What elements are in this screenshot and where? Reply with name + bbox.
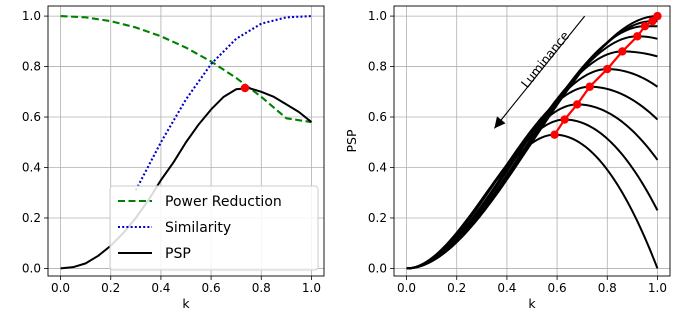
y-tick-label: 1.0	[22, 9, 41, 23]
series-similarity-line	[134, 15, 312, 191]
legend-label: Power Reduction	[165, 194, 282, 210]
y-tick-label: 0.2	[368, 211, 387, 225]
x-tick-label: 0.6	[548, 281, 567, 295]
x-tick-label: 0.8	[252, 281, 271, 295]
x-tick-label: 0.4	[497, 281, 516, 295]
optimal-point-marker	[633, 32, 642, 41]
x-tick-label: 0.0	[397, 281, 416, 295]
x-tick-label: 0.6	[202, 281, 221, 295]
y-tick-label: 0.2	[22, 211, 41, 225]
y-tick-label: 1.0	[368, 9, 387, 23]
axes-frame	[393, 5, 671, 277]
optimal-line	[553, 15, 659, 136]
psp-curve	[406, 20, 658, 270]
series-power-reduction-line	[60, 15, 312, 124]
luminance-arrow-shaft	[493, 15, 586, 129]
y-tick-label: 0.0	[22, 261, 41, 275]
optimal-point-marker	[653, 11, 662, 21]
y-axis-label: PSP	[344, 129, 359, 152]
x-tick-label: 0.2	[447, 281, 466, 295]
x-tick-label: 0.2	[101, 281, 120, 295]
optimal-point-marker	[572, 100, 582, 109]
luminance-annotation: Luminance	[518, 28, 573, 91]
optimal-point-marker	[550, 130, 559, 139]
series-psp-line	[60, 87, 313, 270]
x-axis-label: k	[528, 296, 536, 311]
optimal-point-marker	[603, 64, 612, 74]
psp-curve	[406, 68, 659, 270]
legend-label: PSP	[165, 246, 191, 262]
optimal-point-marker	[585, 82, 594, 91]
y-tick-label: 0.0	[368, 261, 387, 275]
y-tick-label: 0.6	[22, 110, 41, 124]
x-axis-label: k	[182, 296, 190, 311]
luminance-arrow-head	[494, 116, 506, 129]
y-tick-label: 0.6	[368, 110, 387, 124]
y-tick-label: 0.4	[22, 160, 41, 174]
right-chart: 0.0 0.2 0.4 0.6 0.8 1.0 0.0 0.2 0.4 0.6 0.8 1.0 k PSP…	[344, 5, 671, 311]
legend-label: Similarity	[165, 220, 231, 236]
psp-curve	[406, 15, 658, 270]
legend-box	[109, 185, 319, 271]
optimal-point-marker	[640, 21, 650, 31]
x-tick-label: 0.4	[151, 281, 170, 295]
psp-curve	[406, 85, 659, 270]
x-tick-label: 0.0	[51, 281, 70, 295]
x-tick-label: 1.0	[648, 281, 667, 295]
y-tick-label: 0.4	[368, 160, 387, 174]
x-tick-label: 1.0	[302, 281, 321, 295]
y-tick-label: 0.8	[22, 60, 41, 74]
optimal-point-marker	[240, 83, 250, 93]
x-tick-label: 0.8	[598, 281, 617, 295]
optimal-point-marker	[618, 47, 627, 56]
optimal-point-marker	[560, 115, 569, 124]
y-tick-label: 0.8	[368, 60, 387, 74]
axes-frame	[47, 5, 325, 277]
left-chart: 0.0 0.2 0.4 0.6 0.8 1.0 0.0 0.2 0.4 0.6 0.8 1.0 k Pow…	[22, 5, 325, 311]
